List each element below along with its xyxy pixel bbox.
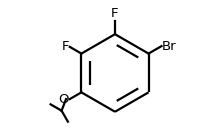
Text: Br: Br	[162, 40, 177, 53]
Text: F: F	[62, 40, 69, 53]
Text: F: F	[111, 7, 119, 20]
Text: O: O	[58, 93, 69, 106]
